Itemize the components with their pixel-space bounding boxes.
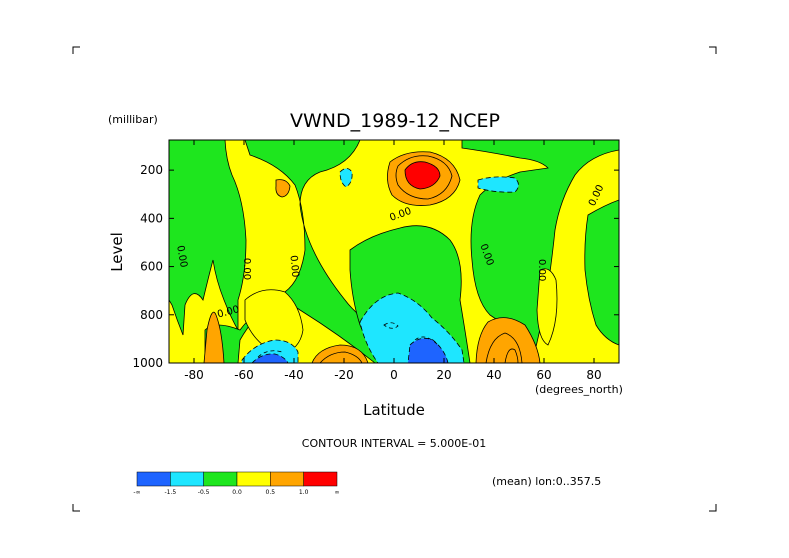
colorbar-swatch — [270, 471, 304, 487]
field-red — [404, 161, 441, 190]
x-tick-label: 80 — [586, 368, 601, 382]
x-tick-label: 40 — [486, 368, 501, 382]
x-tick-label: -40 — [284, 368, 304, 382]
x-tick-label: 20 — [436, 368, 451, 382]
x-tick-label: -60 — [234, 368, 254, 382]
inner-contours — [257, 155, 523, 363]
contour-interval-text: CONTOUR INTERVAL = 5.000E-01 — [302, 437, 486, 450]
colorbar-tick-label: 0.0 — [232, 489, 242, 496]
chart-title: VWND_1989-12_NCEP — [290, 110, 500, 132]
colorbar: -∞ -1.5 -0.5 0.0 0.5 1.0 ∞ — [133, 471, 340, 496]
y-tick-label: 600 — [140, 260, 163, 274]
x-tick-label: -20 — [334, 368, 354, 382]
y-tick-label: 400 — [140, 211, 163, 225]
colorbar-tick-label: -1.5 — [164, 489, 176, 496]
x-axis-label: Latitude — [363, 401, 425, 419]
colorbar-swatch — [203, 471, 238, 487]
y-tick-label: 1000 — [132, 356, 163, 370]
x-tick-label: -80 — [184, 368, 204, 382]
colorbar-tick-label: ∞ — [335, 489, 340, 496]
y-tick-label: 800 — [140, 308, 163, 322]
colorbar-swatch — [136, 471, 171, 487]
colorbar-tick-label: 0.5 — [266, 489, 276, 496]
x-axis: -80 -60 -40 -20 0 20 40 60 80 — [184, 140, 602, 382]
corner-marks — [72, 46, 717, 512]
colorbar-swatch — [236, 471, 271, 487]
y-axis-label: Level — [108, 232, 126, 272]
x-units: (degrees_north) — [535, 383, 623, 396]
x-tick-label: 0 — [390, 368, 398, 382]
contour-label: 0.00 — [241, 258, 252, 280]
colorbar-tick-label: -∞ — [133, 489, 140, 496]
colorbar-swatch — [303, 471, 338, 487]
y-units: (millibar) — [108, 113, 158, 126]
colorbar-tick-label: 1.0 — [299, 489, 309, 496]
contour-label: 0.00 — [174, 245, 189, 269]
colorbar-tick-label: -0.5 — [198, 489, 210, 496]
x-tick-label: 60 — [536, 368, 551, 382]
mean-text: (mean) lon:0..357.5 — [492, 475, 601, 488]
field-blue — [251, 337, 449, 363]
contour-label: 0.00 — [536, 259, 547, 281]
contour-label: 0.00 — [288, 255, 301, 278]
plot-area: 0.000.00 0.000.000.000.000.000.00 — [169, 140, 619, 363]
field-yellow-islands — [244, 268, 558, 356]
colorbar-swatch — [170, 471, 204, 487]
y-axis: 200 400 600 800 1000 — [132, 163, 619, 370]
y-tick-label: 200 — [140, 163, 163, 177]
